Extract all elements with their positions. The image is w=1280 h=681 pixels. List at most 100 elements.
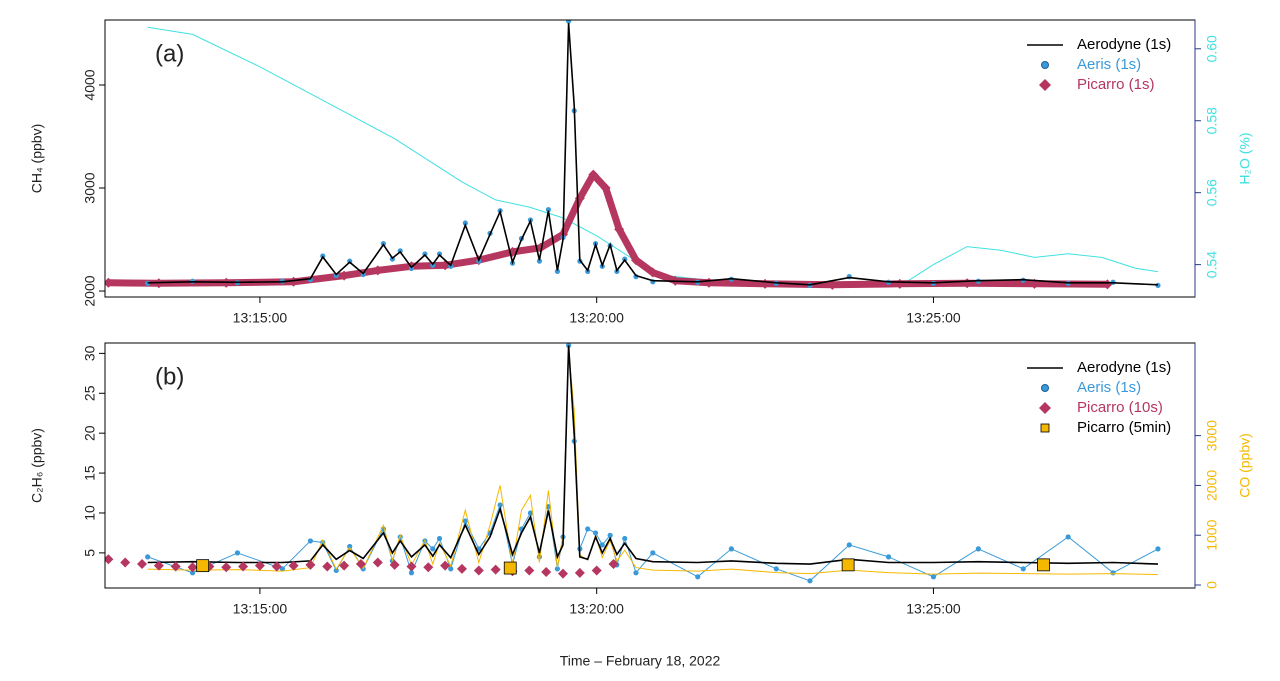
point	[307, 538, 314, 544]
point	[535, 242, 546, 253]
point	[105, 554, 114, 565]
point	[448, 566, 454, 572]
legend-label: Aerodyne (1s)	[1077, 36, 1171, 53]
point	[1155, 546, 1161, 552]
series-line	[147, 350, 1159, 576]
point	[279, 566, 285, 572]
point	[153, 560, 164, 571]
point	[633, 570, 639, 576]
point	[333, 567, 339, 574]
y2-tick-label: 2000	[1204, 470, 1220, 501]
point	[189, 570, 196, 576]
series-line	[147, 345, 1159, 565]
point	[536, 258, 543, 264]
legend-label: Aeris (1s)	[1077, 379, 1141, 396]
point	[372, 557, 383, 568]
plot-area	[105, 343, 1161, 584]
point	[807, 578, 813, 584]
point	[541, 567, 552, 578]
point	[585, 526, 591, 532]
point	[600, 183, 611, 194]
x-tick-label: 13:20:00	[569, 310, 624, 326]
point	[221, 562, 232, 573]
point	[647, 267, 658, 278]
x-tick-label: 13:20:00	[569, 601, 624, 617]
point	[975, 546, 981, 552]
point	[490, 564, 501, 575]
y-tick-label: 25	[82, 385, 98, 401]
point	[566, 20, 572, 24]
point	[473, 565, 484, 576]
point	[170, 561, 181, 572]
point	[827, 279, 838, 290]
point	[234, 550, 241, 556]
point	[288, 276, 299, 287]
y2-tick-label: 1000	[1204, 519, 1220, 550]
point	[592, 530, 599, 536]
y2-axis-label: H₂O (%)	[1237, 132, 1253, 184]
point	[196, 559, 210, 573]
point	[462, 518, 468, 524]
point	[503, 561, 517, 575]
legend-label: Picarro (5min)	[1077, 419, 1171, 436]
point	[1065, 534, 1071, 540]
point	[614, 224, 625, 235]
point	[254, 560, 265, 571]
y-axis-label: C₂H₆ (ppbv)	[29, 428, 45, 503]
point	[288, 560, 299, 571]
point	[554, 268, 560, 275]
y-tick-label: 3000	[82, 172, 98, 203]
point	[238, 561, 249, 572]
point	[1102, 279, 1113, 290]
point	[372, 265, 383, 276]
point	[440, 560, 451, 571]
y-tick-label: 20	[82, 425, 98, 441]
point	[599, 542, 605, 548]
point	[105, 277, 114, 288]
point	[339, 270, 350, 281]
point	[695, 574, 701, 580]
plot-frame	[104, 19, 1196, 298]
y-tick-label: 15	[82, 465, 98, 481]
plot-area	[105, 20, 1161, 290]
point	[145, 554, 151, 560]
legend-swatch	[1039, 402, 1051, 414]
legend-label: Picarro (10s)	[1077, 399, 1163, 416]
point	[1110, 570, 1116, 576]
y-tick-label: 30	[82, 345, 98, 361]
point	[430, 546, 436, 552]
point	[1037, 558, 1050, 572]
series-line	[147, 23, 1159, 286]
x-tick-label: 13:15:00	[233, 601, 288, 617]
x-tick-label: 13:25:00	[906, 601, 961, 617]
point	[574, 567, 585, 578]
legend-swatch	[1041, 384, 1049, 392]
point	[554, 566, 560, 572]
point	[347, 543, 353, 550]
point	[339, 560, 350, 571]
y-axis-label: CH₄ (ppbv)	[29, 124, 45, 194]
plot-frame	[104, 342, 1196, 589]
point	[305, 559, 316, 570]
point	[591, 565, 602, 576]
point	[355, 559, 366, 570]
point	[322, 561, 333, 572]
y-tick-label: 4000	[82, 69, 98, 100]
point	[497, 502, 503, 508]
point	[630, 255, 641, 266]
y-tick-label: 5	[82, 549, 98, 557]
point	[406, 561, 417, 572]
point	[423, 562, 434, 573]
point	[608, 559, 619, 570]
legend-label: Picarro (1s)	[1077, 76, 1155, 93]
point	[1020, 566, 1026, 572]
point	[728, 546, 734, 552]
point	[271, 561, 282, 572]
point	[558, 568, 569, 579]
point	[622, 535, 628, 542]
panel-label: (a)	[155, 40, 184, 67]
point	[846, 542, 852, 548]
point	[607, 532, 613, 538]
point	[456, 563, 467, 574]
